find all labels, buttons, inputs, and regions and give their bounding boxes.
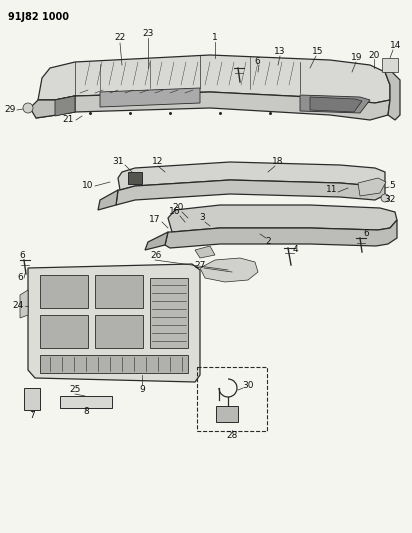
- Text: 19: 19: [351, 53, 363, 62]
- Text: 27: 27: [194, 261, 206, 270]
- Polygon shape: [30, 96, 75, 118]
- FancyBboxPatch shape: [60, 396, 112, 408]
- Text: 7: 7: [29, 410, 35, 419]
- Text: 22: 22: [115, 34, 126, 43]
- Text: 91J82 1000: 91J82 1000: [8, 12, 69, 22]
- Text: 30: 30: [242, 382, 254, 391]
- Text: 5: 5: [389, 181, 395, 190]
- Polygon shape: [100, 88, 200, 107]
- Text: 32: 32: [384, 196, 396, 205]
- Text: 8: 8: [83, 408, 89, 416]
- Text: 21: 21: [62, 116, 74, 125]
- Text: 6: 6: [254, 58, 260, 67]
- Polygon shape: [118, 162, 385, 190]
- Text: 25: 25: [69, 385, 81, 394]
- Text: 2: 2: [265, 238, 271, 246]
- Polygon shape: [40, 355, 188, 373]
- Text: 6: 6: [17, 273, 23, 282]
- Text: 11: 11: [326, 185, 338, 195]
- Text: 1: 1: [212, 34, 218, 43]
- Text: 4: 4: [292, 246, 298, 254]
- Text: 9: 9: [139, 385, 145, 394]
- Text: 12: 12: [152, 157, 164, 166]
- Polygon shape: [38, 55, 390, 103]
- Text: 3: 3: [199, 214, 205, 222]
- Circle shape: [381, 194, 389, 202]
- Polygon shape: [95, 275, 143, 308]
- Text: 6: 6: [363, 230, 369, 238]
- Text: 26: 26: [150, 251, 162, 260]
- Polygon shape: [165, 220, 397, 248]
- Polygon shape: [195, 246, 215, 258]
- Polygon shape: [385, 72, 400, 120]
- Polygon shape: [40, 315, 88, 348]
- Polygon shape: [300, 95, 370, 113]
- Polygon shape: [36, 92, 390, 120]
- Text: 28: 28: [226, 431, 238, 440]
- Polygon shape: [28, 264, 200, 382]
- Polygon shape: [150, 278, 188, 348]
- Polygon shape: [145, 232, 168, 250]
- Text: 14: 14: [390, 41, 402, 50]
- Text: 31: 31: [112, 157, 124, 166]
- FancyBboxPatch shape: [128, 172, 142, 184]
- Text: 20: 20: [368, 51, 380, 60]
- Polygon shape: [95, 315, 143, 348]
- Text: 18: 18: [272, 157, 284, 166]
- Polygon shape: [358, 178, 386, 196]
- Polygon shape: [116, 180, 385, 205]
- Circle shape: [23, 103, 33, 113]
- Text: 29: 29: [4, 106, 16, 115]
- Text: 16: 16: [169, 207, 181, 216]
- Polygon shape: [382, 58, 398, 72]
- Text: 13: 13: [274, 47, 286, 56]
- Polygon shape: [98, 190, 118, 210]
- Polygon shape: [310, 97, 362, 112]
- Text: 17: 17: [149, 215, 161, 224]
- Text: 15: 15: [312, 47, 324, 56]
- Polygon shape: [200, 258, 258, 282]
- FancyBboxPatch shape: [24, 388, 40, 410]
- Polygon shape: [55, 96, 75, 116]
- Polygon shape: [40, 275, 88, 308]
- FancyBboxPatch shape: [216, 406, 238, 422]
- Polygon shape: [20, 290, 28, 318]
- Text: 20: 20: [172, 204, 184, 213]
- Text: 10: 10: [82, 182, 94, 190]
- Text: 23: 23: [142, 28, 154, 37]
- Text: 24: 24: [12, 302, 23, 311]
- Text: 6: 6: [19, 251, 25, 260]
- Polygon shape: [168, 205, 397, 232]
